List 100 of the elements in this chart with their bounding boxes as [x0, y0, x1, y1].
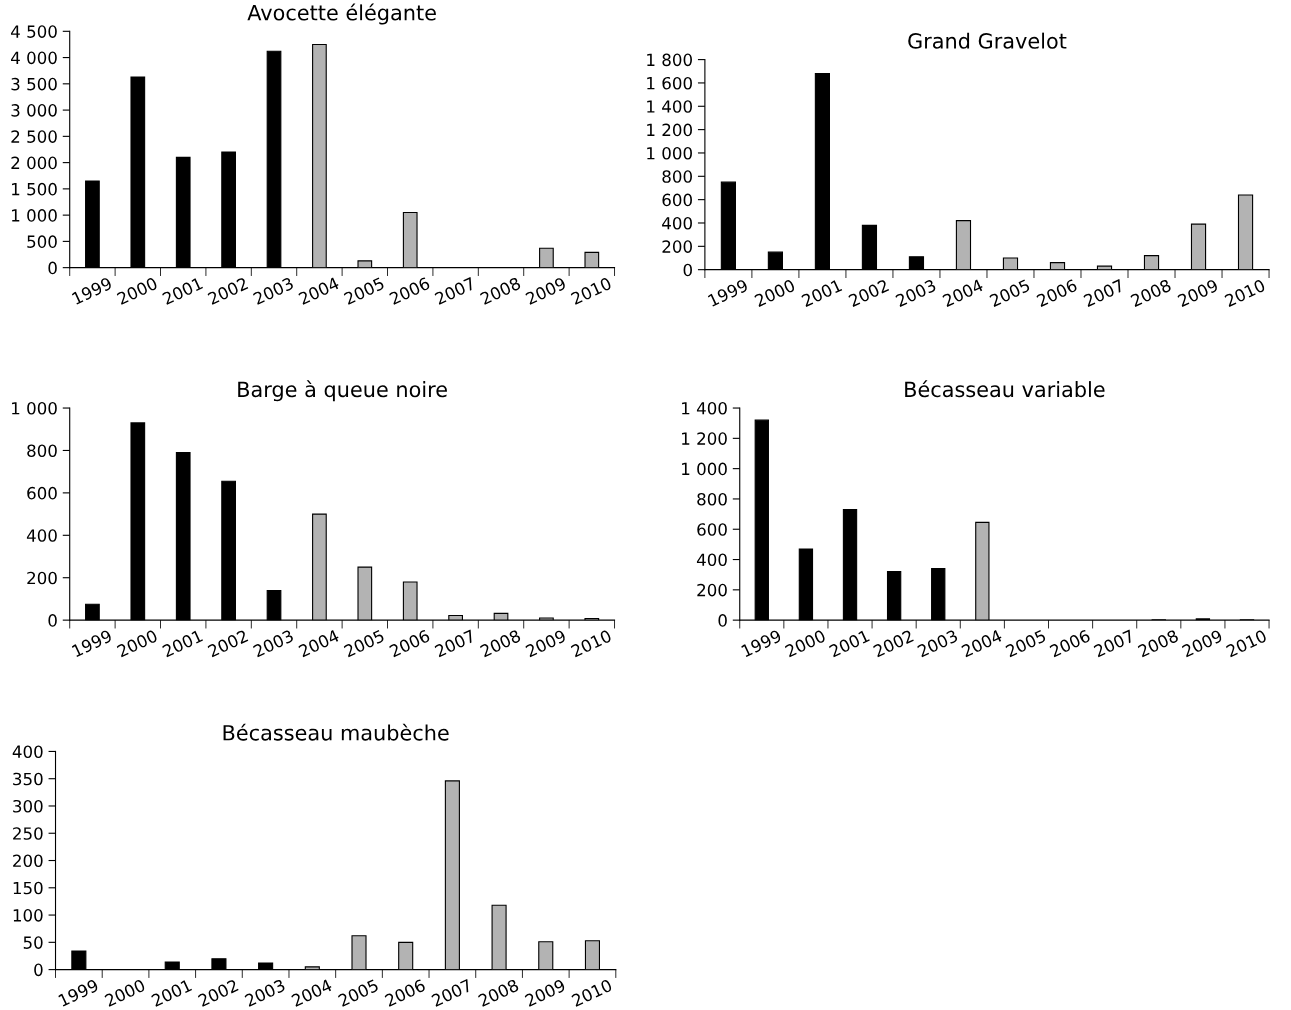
y-tick-label: 2 500 — [11, 130, 57, 143]
x-tick-label: 2002 — [207, 276, 249, 306]
y-tick-label: 3 500 — [11, 77, 57, 91]
y-tick-label: 800 — [27, 444, 57, 458]
bar — [720, 181, 737, 270]
x-tick-label: 2002 — [207, 629, 249, 658]
bar — [491, 904, 507, 970]
x-tick-label: 2007 — [430, 978, 473, 1008]
bar — [584, 940, 601, 970]
x-tick-label: 2004 — [298, 629, 340, 658]
y-tick-label: 600 — [662, 193, 692, 207]
x-tick-label: 2010 — [570, 629, 613, 658]
x-tick-label: 2009 — [1181, 629, 1224, 658]
y-tick-label: 0 — [718, 614, 727, 627]
x-tick-label: 2006 — [1049, 629, 1091, 658]
x-tick-label: 2005 — [343, 276, 385, 306]
bar — [71, 950, 87, 970]
bar — [584, 251, 600, 268]
y-tick-label: 1 200 — [647, 123, 692, 137]
bar — [85, 180, 100, 268]
y-tick-label: 1 000 — [647, 146, 692, 160]
x-tick-label: 2004 — [942, 278, 984, 308]
bar — [357, 260, 373, 268]
chart-title: Bécasseau maubèche — [223, 723, 449, 741]
x-tick-label: 1999 — [71, 629, 113, 658]
x-tick-label: 2006 — [388, 276, 431, 306]
x-tick-label: 2003 — [895, 278, 937, 308]
y-tick-label: 400 — [662, 216, 692, 230]
bar — [908, 256, 925, 270]
x-tick-label: 2003 — [916, 629, 959, 658]
x-tick-label: 2010 — [570, 276, 613, 306]
bar — [211, 958, 227, 970]
x-tick-label: 2000 — [116, 629, 159, 658]
x-tick-label: 2009 — [525, 276, 567, 306]
x-tick-label: 2006 — [388, 629, 431, 658]
x-tick-label: 2004 — [298, 276, 340, 306]
bar — [266, 50, 282, 268]
bar — [258, 962, 274, 970]
x-tick-label: 2000 — [104, 978, 146, 1008]
x-tick-label: 2006 — [384, 978, 427, 1008]
y-tick-label: 50 — [23, 936, 43, 949]
bar — [444, 780, 460, 970]
y-tick-label: 250 — [13, 827, 43, 840]
y-tick-label: 400 — [12, 745, 43, 759]
y-tick-label: 350 — [13, 772, 43, 786]
x-tick-label: 2001 — [150, 978, 193, 1008]
bar — [814, 73, 831, 270]
y-tick-label: 200 — [662, 240, 692, 253]
x-tick-label: 2001 — [161, 276, 204, 306]
bar — [221, 151, 236, 268]
y-tick-label: 1 200 — [682, 432, 727, 445]
x-tick-label: 2003 — [252, 276, 295, 306]
bar — [312, 43, 327, 268]
x-tick-label: 2008 — [1137, 629, 1180, 658]
x-tick-label: 2003 — [252, 629, 295, 658]
y-tick-label: 300 — [13, 799, 43, 813]
x-tick-label: 2007 — [1083, 278, 1125, 308]
bar — [130, 76, 146, 268]
bar — [955, 220, 972, 270]
bar — [1190, 223, 1207, 270]
x-tick-label: 2001 — [161, 629, 204, 658]
y-tick-label: 800 — [697, 492, 727, 506]
bar — [398, 941, 414, 970]
x-tick-label: 2005 — [989, 278, 1031, 308]
x-tick-label: 2009 — [525, 629, 567, 658]
x-tick-label: 2000 — [784, 629, 827, 658]
y-tick-label: 4 000 — [11, 51, 57, 65]
y-tick-label: 0 — [683, 263, 692, 277]
bar — [351, 935, 367, 970]
y-tick-label: 100 — [13, 909, 43, 922]
x-tick-label: 2008 — [1130, 278, 1172, 308]
x-tick-label: 2002 — [197, 978, 239, 1008]
x-tick-label: 2010 — [1225, 629, 1268, 658]
x-tick-label: 1999 — [71, 276, 113, 305]
y-tick-label: 0 — [48, 261, 57, 275]
y-tick-label: 1 000 — [12, 209, 57, 222]
chart-title: Grand Gravelot — [908, 32, 1067, 49]
x-tick-label: 2008 — [477, 978, 520, 1008]
x-tick-label: 2004 — [290, 978, 333, 1008]
y-tick-label: 2 000 — [11, 156, 57, 170]
x-tick-label: 2009 — [524, 978, 566, 1008]
y-tick-label: 200 — [27, 571, 57, 585]
x-tick-label: 2010 — [571, 978, 613, 1008]
bar — [538, 941, 554, 970]
x-tick-label: 1999 — [740, 629, 782, 658]
y-tick-label: 0 — [34, 963, 43, 977]
bar — [164, 961, 180, 970]
x-tick-label: 2007 — [434, 276, 476, 306]
y-tick-label: 200 — [697, 583, 727, 597]
x-tick-label: 2001 — [828, 629, 870, 658]
bar — [539, 247, 554, 268]
bar — [1143, 255, 1160, 270]
chart-title: Bécasseau variable — [905, 380, 1105, 398]
x-tick-label: 2006 — [1036, 278, 1078, 308]
x-tick-label: 2000 — [116, 276, 159, 306]
y-tick-label: 4 500 — [11, 25, 57, 38]
bar — [767, 251, 784, 270]
y-tick-label: 400 — [696, 553, 727, 567]
x-tick-label: 2008 — [479, 276, 522, 306]
x-tick-label: 2000 — [754, 278, 796, 308]
